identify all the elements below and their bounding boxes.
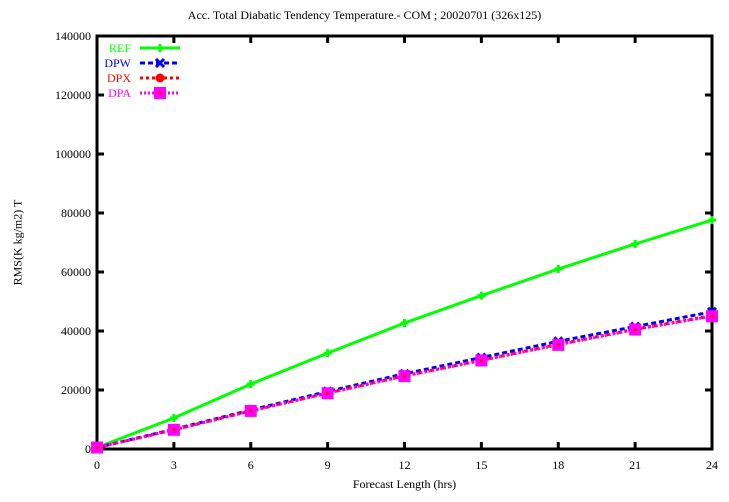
plus-marker-icon xyxy=(477,291,486,300)
square-marker-center xyxy=(556,343,560,347)
y-tick-label: 140000 xyxy=(55,29,91,43)
plus-marker-icon xyxy=(156,44,164,52)
plus-marker-icon xyxy=(169,414,178,423)
series-line xyxy=(96,314,713,449)
plus-marker-icon xyxy=(554,265,563,274)
x-tick-label: 3 xyxy=(171,458,177,472)
plus-marker-icon xyxy=(323,349,332,358)
square-marker-center xyxy=(479,359,483,362)
square-marker-center xyxy=(633,328,637,332)
x-tick-label: 24 xyxy=(706,458,718,472)
y-tick-label: 120000 xyxy=(55,88,91,102)
legend-label: DPA xyxy=(108,86,131,100)
series-line xyxy=(96,218,713,449)
y-tick-label: 0 xyxy=(85,442,91,456)
plot-frame xyxy=(95,34,714,451)
legend-label: DPX xyxy=(107,71,131,85)
square-marker-center xyxy=(326,391,330,395)
y-tick-label: 80000 xyxy=(61,206,91,220)
series-ref xyxy=(93,216,716,452)
x-tick-label: 18 xyxy=(552,458,564,472)
plus-marker-icon xyxy=(246,380,255,389)
x-axis-label: Forecast Length (hrs) xyxy=(352,477,457,491)
x-tick-label: 9 xyxy=(325,458,331,472)
x-tick-label: 15 xyxy=(475,458,487,472)
x-marker-icon xyxy=(154,57,166,69)
plus-marker-icon xyxy=(708,216,716,225)
circle-marker-icon xyxy=(155,73,165,83)
square-marker-center xyxy=(249,409,253,413)
chart-title: Acc. Total Diabatic Tendency Temperature… xyxy=(187,8,542,22)
legend-label: REF xyxy=(109,41,131,55)
square-marker-center xyxy=(710,314,714,318)
x-tick-label: 12 xyxy=(399,458,411,472)
square-marker-center xyxy=(95,446,99,450)
plus-marker-icon xyxy=(631,239,640,248)
x-tick-label: 0 xyxy=(94,458,100,472)
y-tick-label: 40000 xyxy=(61,324,91,338)
series-dpa xyxy=(91,310,718,454)
x-tick-label: 21 xyxy=(629,458,641,472)
x-tick-label: 6 xyxy=(248,458,254,472)
y-tick-label: 60000 xyxy=(61,265,91,279)
y-tick-label: 100000 xyxy=(55,147,91,161)
square-marker-center xyxy=(158,91,162,95)
y-tick-label: 20000 xyxy=(61,383,91,397)
legend-label: DPW xyxy=(104,56,131,70)
plot-area: 0 20000 40000 60000 80000 100000 120000 140000 0… xyxy=(55,29,718,472)
plus-marker-icon xyxy=(400,319,409,328)
square-marker-center xyxy=(403,374,406,378)
square-marker-center xyxy=(172,428,176,432)
